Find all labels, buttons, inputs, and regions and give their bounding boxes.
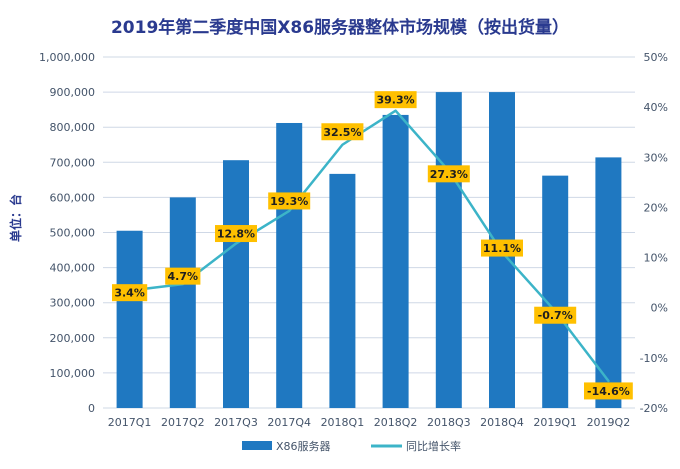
x-tick-label: 2018Q3: [427, 416, 471, 429]
bar: [223, 160, 249, 408]
left-tick-label: 300,000: [50, 297, 96, 310]
legend-bar-label: X86服务器: [276, 440, 331, 453]
left-tick-label: 100,000: [50, 367, 96, 380]
data-label-box: [321, 123, 364, 141]
bar: [542, 175, 569, 408]
left-tick-label: 400,000: [50, 262, 96, 275]
data-label-text: -0.7%: [538, 309, 573, 322]
growth-line: [128, 109, 610, 383]
left-tick-label: 800,000: [50, 121, 96, 134]
data-label-text: 11.1%: [483, 242, 521, 255]
data-label-text: 27.3%: [430, 168, 468, 181]
data-label-box: [534, 306, 577, 324]
x-axis-ticks: 2017Q1 2017Q2 2017Q3 2017Q4 2018Q1 2018Q2 2018…: [108, 416, 630, 429]
left-tick-label: 200,000: [50, 332, 96, 345]
right-tick-label: -10%: [640, 352, 668, 365]
data-label-box: [584, 382, 633, 400]
x-tick-label: 2017Q1: [108, 416, 152, 429]
right-tick-label: 0%: [651, 302, 668, 315]
data-label-text: 4.7%: [168, 270, 199, 283]
x-tick-label: 2019Q1: [533, 416, 577, 429]
x-tick-label: 2018Q4: [480, 416, 524, 429]
x-tick-label: 2018Q1: [321, 416, 365, 429]
legend-line-label: 同比增长率: [406, 439, 461, 453]
right-tick-label: -20%: [640, 402, 668, 415]
left-tick-label: 700,000: [50, 156, 96, 169]
left-axis-ticks: 0 100,000 200,000 300,000 400,000 500,000 600,…: [39, 51, 95, 415]
data-label-box: [427, 165, 470, 183]
x-tick-label: 2018Q2: [374, 416, 418, 429]
data-label: 27.3%: [427, 165, 470, 183]
data-label-text: 3.4%: [114, 287, 145, 300]
right-tick-label: 10%: [644, 252, 668, 265]
data-label-text: 19.3%: [270, 195, 308, 208]
data-label: 11.1%: [481, 239, 523, 257]
data-label-text: -14.6%: [587, 385, 630, 398]
data-label-box: [374, 91, 417, 109]
data-label-text: 39.3%: [377, 94, 415, 107]
data-label-box: [112, 284, 148, 302]
data-label-box: [268, 192, 311, 210]
bar: [276, 122, 303, 408]
bar-series-x86: [116, 92, 622, 408]
line-series-growth: [128, 109, 610, 383]
right-tick-label: 50%: [644, 51, 668, 64]
bar: [382, 114, 409, 408]
right-tick-label: 30%: [644, 151, 668, 164]
left-tick-label: 600,000: [50, 191, 96, 204]
x-tick-label: 2017Q3: [214, 416, 258, 429]
data-label: 19.3%: [268, 192, 311, 210]
bar: [116, 230, 143, 408]
data-label: -14.6%: [584, 382, 633, 400]
legend-bar-swatch: [242, 441, 272, 450]
bar: [169, 197, 196, 408]
right-tick-label: 20%: [644, 201, 668, 214]
data-label-text: 32.5%: [323, 126, 361, 139]
data-labels: 3.4% 4.7% 12.8% 19.3% 32.5% 39.3% 27.3% 11.1% -0…: [112, 91, 633, 400]
data-label: 12.8%: [215, 225, 257, 243]
x-tick-label: 2017Q2: [161, 416, 205, 429]
data-label: 3.4%: [112, 284, 148, 302]
data-label: 39.3%: [374, 91, 417, 109]
data-label: 32.5%: [321, 123, 364, 141]
x-tick-label: 2017Q4: [267, 416, 311, 429]
data-label-text: 12.8%: [217, 228, 255, 241]
bar: [595, 157, 622, 408]
legend: X86服务器 同比增长率: [242, 439, 461, 453]
y-axis-label: 单位：台: [8, 194, 23, 242]
data-label-box: [215, 225, 257, 243]
left-tick-label: 500,000: [50, 227, 96, 240]
chart-title: 2019年第二季度中国X86服务器整体市场规模（按出货量）: [111, 17, 569, 38]
data-label: -0.7%: [534, 306, 577, 324]
data-label-box: [481, 239, 523, 257]
right-axis-ticks: -20% -10% 0% 10% 20% 30% 40% 50%: [640, 51, 668, 415]
x-tick-label: 2019Q2: [587, 416, 631, 429]
data-label-box: [165, 267, 201, 285]
left-tick-label: 900,000: [50, 86, 96, 99]
right-tick-label: 40%: [644, 101, 668, 114]
bar: [435, 92, 462, 408]
bar: [329, 173, 356, 408]
left-tick-label: 0: [88, 402, 95, 415]
data-label: 4.7%: [165, 267, 201, 285]
left-tick-label: 1,000,000: [39, 51, 95, 64]
